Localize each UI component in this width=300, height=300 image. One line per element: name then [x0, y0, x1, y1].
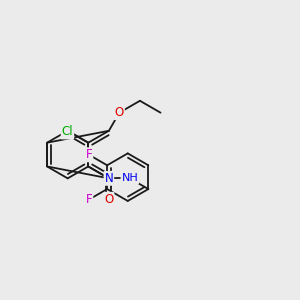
Text: N: N: [104, 172, 113, 185]
Text: O: O: [115, 106, 124, 119]
Text: F: F: [86, 193, 92, 206]
Text: NH: NH: [122, 173, 138, 183]
Text: Cl: Cl: [62, 125, 73, 139]
Text: O: O: [104, 193, 113, 206]
Text: F: F: [86, 148, 92, 161]
